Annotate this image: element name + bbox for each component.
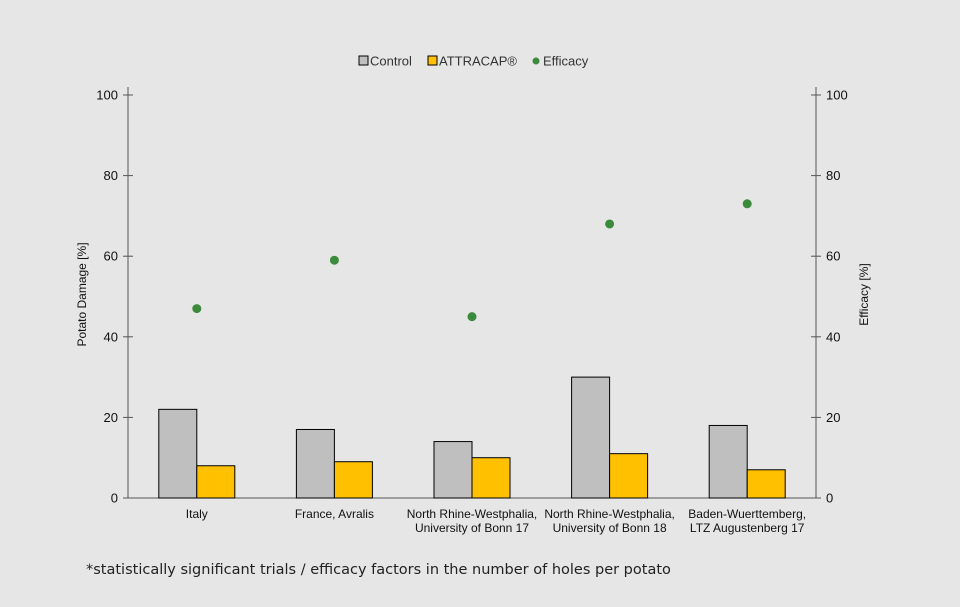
efficacy-point xyxy=(742,199,752,209)
category-label: Baden-Wuerttemberg, xyxy=(688,507,806,521)
category-label: Italy xyxy=(186,507,208,521)
left-tick-label: 100 xyxy=(96,88,118,103)
right-tick-label: 80 xyxy=(826,168,840,183)
category-label: LTZ Augustenberg 17 xyxy=(690,521,805,535)
right-tick-label: 60 xyxy=(826,249,840,264)
y2-axis-title: Efficacy [%] xyxy=(857,263,871,325)
left-axis: 0 20 40 60 80 100 xyxy=(96,87,133,506)
category-label: University of Bonn 18 xyxy=(553,521,667,535)
legend: Control ATTRACAP® Efficacy xyxy=(358,54,589,69)
efficacy-point xyxy=(605,219,615,229)
left-tick-label: 40 xyxy=(104,329,118,344)
category-label: France, Avralis xyxy=(295,507,374,521)
category-label: North Rhine-Westphalia, xyxy=(544,507,675,521)
legend-label: ATTRACAP® xyxy=(439,54,517,69)
control-bar xyxy=(295,428,335,499)
left-tick-label: 0 xyxy=(111,491,118,506)
attracap-bar xyxy=(196,465,236,499)
control-bar xyxy=(571,376,611,499)
legend-swatch xyxy=(532,57,540,65)
control-bar xyxy=(708,424,748,499)
legend-swatch xyxy=(358,55,369,66)
footnote: *statistically significant trials / effi… xyxy=(86,562,671,578)
category-label: University of Bonn 17 xyxy=(415,521,529,535)
right-tick-label: 0 xyxy=(826,491,833,506)
efficacy-point xyxy=(329,255,339,265)
control-bar xyxy=(158,408,198,499)
efficacy-point xyxy=(192,304,202,314)
y-axis-title: Potato Damage [%] xyxy=(75,242,89,346)
attracap-bar xyxy=(333,461,373,499)
legend-label: Control xyxy=(370,54,412,69)
right-axis: 0 20 40 60 80 100 xyxy=(811,87,848,506)
right-tick-label: 100 xyxy=(826,88,848,103)
right-tick-label: 40 xyxy=(826,329,840,344)
category-label: North Rhine-Westphalia, xyxy=(407,507,538,521)
right-tick-label: 20 xyxy=(826,410,840,425)
legend-label: Efficacy xyxy=(543,54,589,69)
efficacy-point xyxy=(467,312,477,322)
left-tick-label: 60 xyxy=(104,249,118,264)
efficacy-points xyxy=(192,199,752,322)
left-tick-label: 20 xyxy=(104,410,118,425)
legend-swatch xyxy=(427,55,438,66)
bars xyxy=(158,376,786,499)
attracap-bar xyxy=(471,457,511,499)
attracap-bar xyxy=(746,469,786,499)
control-bar xyxy=(433,441,473,499)
left-tick-label: 80 xyxy=(104,168,118,183)
attracap-bar xyxy=(609,453,649,499)
category-labels: Italy France, Avralis North Rhine-Westphal… xyxy=(186,507,806,535)
